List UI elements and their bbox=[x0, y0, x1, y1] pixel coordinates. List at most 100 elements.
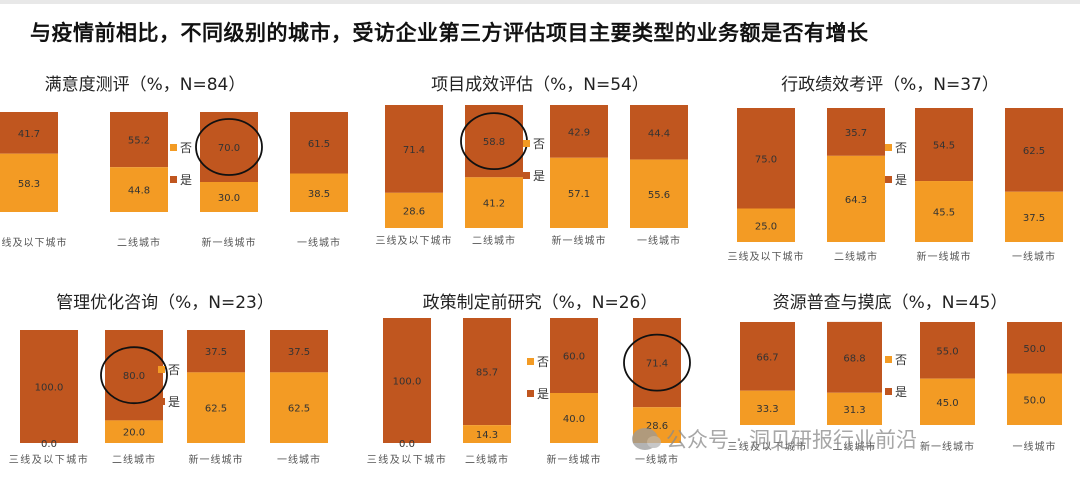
value-label-yes: 41.2 bbox=[483, 199, 505, 210]
legend-swatch-no bbox=[885, 144, 892, 151]
bar-segment-yes bbox=[630, 159, 688, 228]
legend-label-no: 否 bbox=[533, 137, 545, 151]
value-label-yes: 44.8 bbox=[128, 186, 150, 197]
bar-segment-yes bbox=[1007, 373, 1062, 425]
bar-segment-no bbox=[463, 318, 511, 426]
value-label-no: 80.0 bbox=[123, 371, 145, 382]
wechat-icon bbox=[632, 428, 661, 450]
category-label: 三线及以下城市 bbox=[0, 236, 68, 249]
chart-panel-resource-survey: 资源普查与摸底（%，N=45） 66.7 33.3 三线及以下城市 68.8 31.3 二… bbox=[715, 288, 1065, 498]
value-label-no: 70.0 bbox=[218, 143, 240, 154]
category-label: 二线城市 bbox=[833, 440, 877, 453]
value-label-yes: 64.3 bbox=[845, 195, 867, 206]
legend-label-yes: 是 bbox=[537, 387, 549, 401]
bar-segment-no bbox=[1007, 322, 1062, 374]
bar-segment-no bbox=[20, 330, 78, 443]
value-label-no: 50.0 bbox=[1023, 344, 1045, 355]
value-label-no: 100.0 bbox=[35, 383, 64, 394]
bar-segment-no bbox=[915, 108, 973, 182]
chart-title: 项目成效评估（%，N=54） bbox=[431, 75, 649, 95]
watermark: 公众号 · 洞见研报行业前沿 bbox=[632, 424, 917, 454]
bar-segment-no bbox=[630, 105, 688, 160]
chart-panel-admin-performance: 行政绩效考评（%，N=37） 75.0 25.0 三线及以下城市 35.7 64.3 二线… bbox=[715, 70, 1065, 280]
legend-swatch-no bbox=[885, 356, 892, 363]
legend-label-no: 否 bbox=[895, 353, 907, 367]
value-label-no: 61.5 bbox=[308, 139, 330, 150]
legend-swatch-yes bbox=[170, 176, 177, 183]
bar-segment-no bbox=[110, 112, 168, 168]
value-label-no: 55.0 bbox=[936, 346, 958, 357]
category-label: 三线及以下城市 bbox=[367, 453, 448, 466]
legend-label-yes: 是 bbox=[895, 385, 907, 399]
category-label: 三线及以下城市 bbox=[376, 234, 453, 247]
legend-label-yes: 是 bbox=[895, 173, 907, 187]
value-label-no: 42.9 bbox=[568, 127, 590, 138]
bar-segment-no bbox=[383, 318, 431, 443]
value-label-yes: 45.5 bbox=[933, 208, 955, 219]
bar-segment-yes bbox=[550, 393, 598, 443]
bar-segment-no bbox=[105, 330, 163, 421]
bar-segment-yes bbox=[270, 372, 328, 443]
bar-segment-yes bbox=[827, 392, 882, 425]
stacked-bar-chart: 66.7 33.3 三线及以下城市 68.8 31.3 二线城市 55.0 45.0 新一线城市… bbox=[727, 321, 1062, 453]
legend-swatch-yes bbox=[885, 388, 892, 395]
bar-segment-yes bbox=[465, 177, 523, 228]
bar-segment-yes bbox=[920, 378, 975, 425]
value-label-no: 54.5 bbox=[933, 141, 955, 152]
category-label: 一线城市 bbox=[1012, 250, 1056, 263]
value-label-yes: 57.1 bbox=[568, 189, 590, 200]
chart-panel-project-effect: 项目成效评估（%，N=54） 71.4 28.6 三线及以下城市 58.8 41.2 二线… bbox=[365, 70, 715, 280]
value-label-no: 58.8 bbox=[483, 137, 505, 148]
value-label-no: 85.7 bbox=[476, 368, 498, 379]
bar-segment-no bbox=[550, 105, 608, 158]
category-label: 二线城市 bbox=[834, 250, 878, 263]
category-label: 一线城市 bbox=[297, 236, 341, 249]
chart-title: 资源普查与摸底（%，N=45） bbox=[772, 293, 1008, 313]
value-label-yes: 62.5 bbox=[205, 404, 227, 415]
bar-segment-no bbox=[290, 112, 348, 174]
category-label: 三线及以下城市 bbox=[728, 250, 805, 263]
bar-segment-yes bbox=[105, 420, 163, 443]
bar-segment-no bbox=[550, 318, 598, 393]
top-decoration-bar bbox=[0, 0, 1080, 4]
value-label-no: 60.0 bbox=[563, 352, 585, 363]
value-label-yes: 50.0 bbox=[1023, 395, 1045, 406]
value-label-yes: 37.5 bbox=[1023, 213, 1045, 224]
value-label-no: 37.5 bbox=[205, 347, 227, 358]
legend-swatch-yes bbox=[523, 172, 530, 179]
page-title: 与疫情前相比，不同级别的城市，受访企业第三方评估项目主要类型的业务额是否有增长 bbox=[30, 21, 869, 45]
value-label-no: 66.7 bbox=[756, 352, 778, 363]
legend-label-no: 否 bbox=[895, 141, 907, 155]
value-label-yes: 25.0 bbox=[755, 221, 777, 232]
highlight-circle bbox=[195, 118, 263, 176]
value-label-yes: 31.3 bbox=[843, 405, 865, 416]
legend-swatch-no bbox=[523, 140, 530, 147]
value-label-yes: 30.0 bbox=[218, 193, 240, 204]
category-label: 新一线城市 bbox=[202, 236, 257, 249]
category-label: 二线城市 bbox=[117, 236, 161, 249]
highlight-circle bbox=[623, 333, 691, 392]
value-label-yes: 58.3 bbox=[18, 179, 40, 190]
chart-panel-satisfaction: 满意度测评（%，N=84） 41.7 58.3 三线及以下城市 55.2 44.8 二线城… bbox=[0, 70, 350, 280]
bar-segment-yes bbox=[290, 173, 348, 212]
category-label: 新一线城市 bbox=[552, 234, 607, 247]
bar-segment-yes bbox=[385, 192, 443, 228]
legend-label-yes: 是 bbox=[533, 169, 545, 183]
category-label: 新一线城市 bbox=[917, 250, 972, 263]
bar-segment-yes bbox=[1005, 191, 1063, 242]
category-label: 一线城市 bbox=[637, 234, 681, 247]
bar-segment-no bbox=[270, 330, 328, 373]
category-label: 二线城市 bbox=[112, 453, 156, 466]
value-label-yes: 62.5 bbox=[288, 404, 310, 415]
chart-panel-policy-research: 政策制定前研究（%，N=26） 100.0 0.0 三线及以下城市 85.7 14.3 二… bbox=[365, 288, 715, 498]
category-label: 三线及以下城市 bbox=[727, 440, 808, 453]
chart-panel-management-consulting: 管理优化咨询（%，N=23） 100.0 0.0 三线及以下城市 80.0 20.0 二线… bbox=[0, 288, 350, 498]
value-label-no: 44.4 bbox=[648, 128, 670, 139]
category-label: 一线城市 bbox=[635, 453, 679, 466]
bar-segment-no bbox=[465, 105, 523, 178]
bar-segment-no bbox=[827, 108, 885, 156]
stacked-bar-chart: 71.4 28.6 三线及以下城市 58.8 41.2 二线城市 42.9 57.1 新一线城市… bbox=[376, 105, 688, 247]
value-label-no: 71.4 bbox=[646, 359, 668, 370]
value-label-no: 41.7 bbox=[18, 129, 40, 140]
bar-segment-yes bbox=[915, 181, 973, 242]
